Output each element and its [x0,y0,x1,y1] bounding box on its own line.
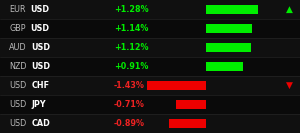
Text: -0.71%: -0.71% [114,100,145,109]
Text: -1.43%: -1.43% [114,81,145,90]
Text: USD: USD [30,5,49,14]
Bar [0,57,300,76]
Text: +1.12%: +1.12% [114,43,148,52]
Bar [0,38,300,57]
Bar [169,119,206,128]
Text: USD: USD [9,100,26,109]
Text: EUR: EUR [9,5,26,14]
Text: JPY: JPY [31,100,46,109]
Text: GBP: GBP [9,24,26,33]
Bar [176,100,206,109]
Text: CHF: CHF [31,81,49,90]
Text: ▲: ▲ [286,5,293,14]
Text: +0.91%: +0.91% [114,62,148,71]
Bar [147,81,206,90]
Text: NZD: NZD [9,62,26,71]
Bar [0,95,300,114]
Bar [206,43,251,52]
Text: AUD: AUD [9,43,27,52]
Text: CAD: CAD [31,119,50,128]
Text: USD: USD [30,24,49,33]
Bar [206,24,252,33]
Bar [0,0,300,19]
Text: USD: USD [32,62,51,71]
Bar [206,62,243,71]
Text: +1.14%: +1.14% [114,24,148,33]
Bar [206,5,258,14]
Bar [0,19,300,38]
Bar [0,76,300,95]
Bar [0,114,300,133]
Text: USD: USD [9,119,26,128]
Text: -0.89%: -0.89% [114,119,145,128]
Text: USD: USD [9,81,26,90]
Text: ▼: ▼ [286,81,293,90]
Text: +1.28%: +1.28% [114,5,148,14]
Text: USD: USD [32,43,51,52]
